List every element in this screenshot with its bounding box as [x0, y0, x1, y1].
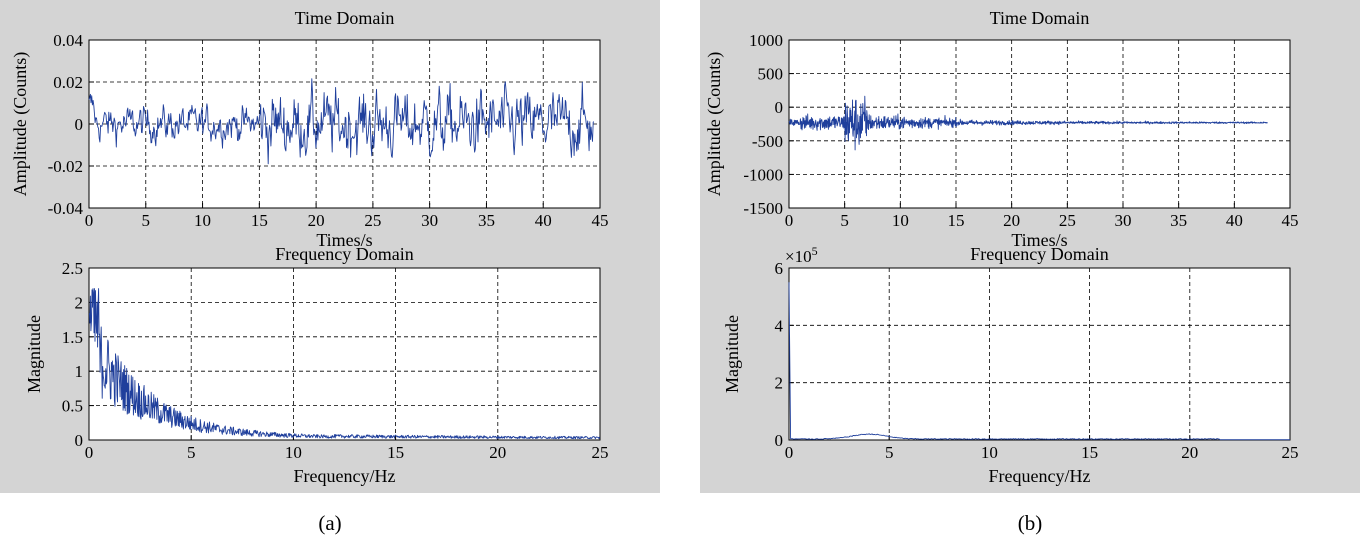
y-tick-label: 0	[775, 431, 784, 450]
x-tick-label: 0	[85, 443, 94, 462]
series-line	[88, 288, 601, 440]
x-tick-label: 10	[892, 211, 909, 230]
x-axis-label: Times/s	[1011, 230, 1067, 250]
y-tick-label: 2.5	[62, 259, 83, 278]
x-tick-label: 40	[535, 211, 552, 230]
x-tick-label: 15	[948, 211, 965, 230]
x-axis-label: Times/s	[316, 230, 372, 250]
chart-a-top: 0 5 10 15 20 25 30 35 40 45 -0.04 -0.02 0 0.02 0.04 Tim…	[10, 8, 609, 250]
x-tick-label: 35	[478, 211, 495, 230]
y-tick-label: 0.04	[53, 31, 83, 50]
x-tick-label: 5	[840, 211, 849, 230]
y-tick-label: 0.5	[62, 397, 83, 416]
x-tick-label: 15	[1081, 443, 1098, 462]
x-tick-label: 15	[387, 443, 404, 462]
x-tick-label: 5	[187, 443, 196, 462]
y-tick-label: 0.02	[53, 73, 83, 92]
caption-a: (a)	[318, 511, 341, 535]
x-tick-label: 30	[1115, 211, 1132, 230]
chart-title: Frequency Domain	[275, 244, 413, 264]
y-axis-label: Magnitude	[24, 315, 44, 393]
series-line	[788, 95, 1268, 151]
y-tick-label: 0	[75, 115, 84, 134]
y-tick-label: -0.02	[48, 157, 83, 176]
chart-b-top: 0 5 10 15 20 25 30 35 40 45 -1500 -1000 -500 0 500 1000…	[704, 8, 1299, 250]
chart-title: Time Domain	[295, 8, 395, 28]
x-tick-label: 25	[1282, 443, 1299, 462]
x-tick-label: 25	[592, 443, 609, 462]
x-tick-label: 45	[1282, 211, 1299, 230]
plot-area	[88, 267, 601, 441]
y-tick-label: -1000	[743, 165, 783, 184]
x-tick-label: 0	[785, 443, 794, 462]
y-tick-label: 1	[75, 362, 84, 381]
x-tick-label: 15	[251, 211, 268, 230]
y-tick-label: 1.5	[62, 328, 83, 347]
chart-b-bottom: 0 5 10 15 20 25 0 2 4 6 Frequency Domain Frequency/…	[722, 244, 1299, 486]
chart-a-bottom: 0 5 10 15 20 25 0 0.5 1 1.5 2 2.5 Frequency Domain Fr…	[24, 244, 609, 486]
y-tick-label: -0.04	[48, 199, 84, 218]
x-tick-label: 45	[592, 211, 609, 230]
x-axis-label: Frequency/Hz	[989, 466, 1091, 486]
x-tick-label: 20	[489, 443, 506, 462]
x-tick-label: 10	[981, 443, 998, 462]
series-line	[788, 282, 1290, 441]
x-tick-label: 0	[85, 211, 94, 230]
y-axis-label: Amplitude (Counts)	[704, 52, 725, 197]
x-tick-label: 5	[885, 443, 894, 462]
charts-layer: 0 5 10 15 20 25 30 35 40 45-0.04-0.0200.020.04Tim…	[10, 8, 1299, 486]
chart-title: Time Domain	[990, 8, 1090, 28]
y-scale-multiplier: ×105	[785, 244, 818, 266]
y-tick-label: -1500	[743, 199, 783, 218]
y-tick-label: -500	[752, 132, 783, 151]
y-tick-label: 4	[775, 316, 784, 335]
x-tick-label: 5	[142, 211, 151, 230]
x-tick-label: 35	[1170, 211, 1187, 230]
y-tick-label: 6	[775, 259, 784, 278]
y-axis-label: Amplitude (Counts)	[10, 52, 31, 197]
x-tick-label: 25	[364, 211, 381, 230]
y-axis-label: Magnitude	[722, 315, 742, 393]
plot-area	[788, 267, 1291, 441]
x-tick-label: 10	[285, 443, 302, 462]
caption-b: (b)	[1018, 511, 1043, 535]
y-tick-label: 2	[775, 374, 784, 393]
x-tick-label: 25	[1059, 211, 1076, 230]
y-tick-label: 0	[775, 98, 784, 117]
chart-title: Frequency Domain	[970, 244, 1108, 264]
y-tick-label: 500	[758, 65, 784, 84]
series-line	[88, 78, 595, 165]
x-tick-label: 10	[194, 211, 211, 230]
x-tick-label: 30	[421, 211, 438, 230]
x-tick-label: 20	[308, 211, 325, 230]
x-tick-label: 0	[785, 211, 794, 230]
x-tick-label: 20	[1003, 211, 1020, 230]
y-tick-label: 0	[75, 431, 84, 450]
x-tick-label: 20	[1181, 443, 1198, 462]
y-tick-label: 2	[75, 293, 84, 312]
y-tick-label: 1000	[749, 31, 783, 50]
x-tick-label: 40	[1226, 211, 1243, 230]
x-axis-label: Frequency/Hz	[294, 466, 396, 486]
